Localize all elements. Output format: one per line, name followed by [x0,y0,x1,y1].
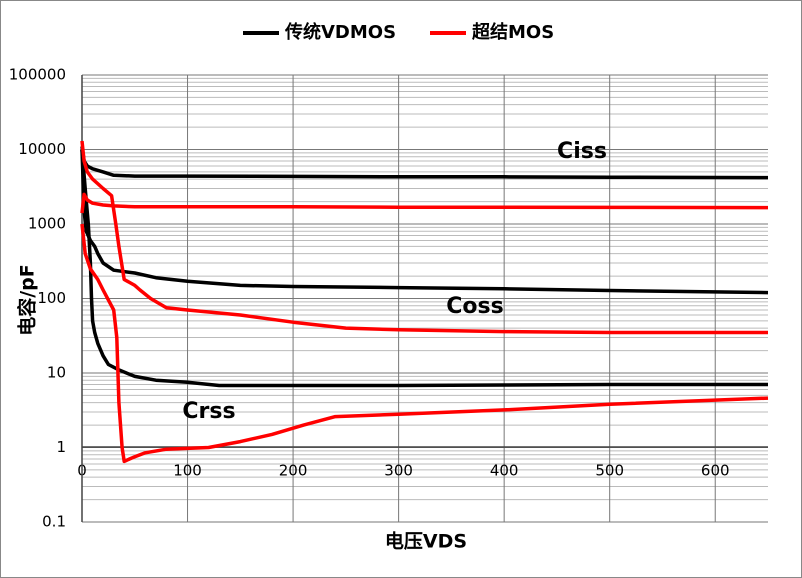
x-tick-label: 300 [384,462,413,480]
y-tick-label: 100 [37,289,66,307]
y-tick-label: 100000 [9,66,66,84]
line-series [80,192,769,214]
x-tick-label: 400 [490,462,519,480]
x-tick-label: 500 [595,462,624,480]
line-series [80,140,768,335]
y-axis-label: 电容/pF [16,264,39,336]
y-tick-label: 10 [47,364,66,382]
legend-label: 超结MOS [472,21,554,43]
x-axis-label: 电压VDS [385,530,467,553]
x-tick-label: 100 [173,462,202,480]
y-tick-label: 1000 [28,215,66,233]
annotation: Crss [182,399,235,424]
y-tick-label: 0.1 [42,513,66,531]
y-tick-label: 1 [56,438,66,456]
x-tick-label: 200 [279,462,308,480]
y-tick-label: 10000 [18,140,66,158]
x-tick-label: 600 [701,462,730,480]
annotation: Ciss [557,139,607,164]
legend-label: 传统VDMOS [284,21,396,43]
line-series [80,223,769,464]
annotation: Coss [446,294,503,319]
